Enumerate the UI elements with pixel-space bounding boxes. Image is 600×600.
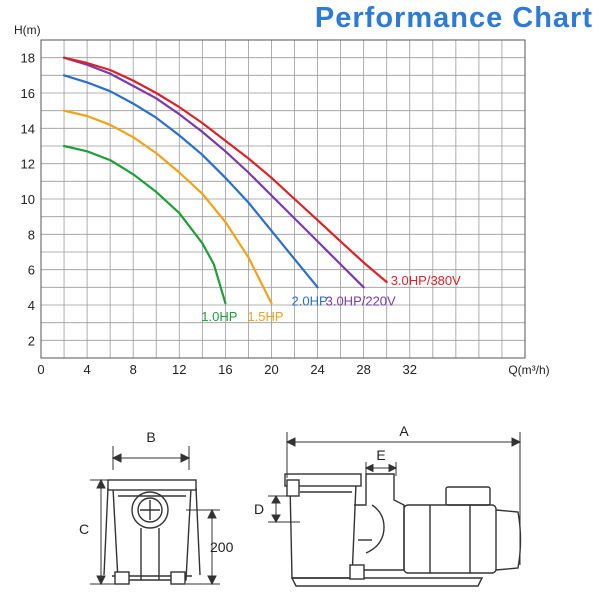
x-tick-label: 28 [356,362,370,377]
dimension-lines-left [90,446,220,586]
dimension-e-label: E [376,447,385,463]
series-line [62,109,273,305]
series-line [62,56,388,284]
dimension-a-label: A [399,423,409,439]
x-tick-label: 8 [130,362,137,377]
y-tick-label: 6 [28,263,35,278]
y-tick-label: 4 [28,298,35,313]
x-tick-label: 24 [310,362,324,377]
y-tick-label: 12 [21,157,35,172]
dimension-b-label: B [146,429,155,445]
series-label: 3.0HP/380V [391,273,461,288]
dimension-200-label: 200 [210,539,234,555]
y-tick-label: 14 [21,121,35,136]
x-tick-label: 32 [403,362,417,377]
y-tick-label: 18 [21,51,35,66]
x-tick-label: 16 [218,362,232,377]
series-label: 2.0HP [292,293,328,308]
y-axis-label: H(m) [14,23,41,37]
x-tick-label: 12 [172,362,186,377]
pump-dimension-drawing: B C 200 [79,423,522,587]
pump-side-view [103,479,201,585]
plot-frame [40,39,526,359]
series-line [62,74,319,289]
chart-plot-area: 0 4 8 12 16 20 24 28 3224681012141618H(m)Q(m³/h)… [14,23,550,377]
series-label: 3.0HP/220V [326,293,396,308]
dimension-d-label: D [254,501,264,517]
pump-front-view [284,473,522,587]
y-tick-label: 16 [21,86,35,101]
y-tick-label: 10 [21,192,35,207]
y-tick-label: 8 [28,227,35,242]
series-label: 1.0HP [201,309,237,324]
dimension-c-label: C [79,521,89,537]
dimension-lines-right [268,432,522,565]
series-line [62,56,365,289]
series-line [62,144,227,305]
series-label: 1.5HP [247,309,283,324]
x-axis-label: Q(m³/h) [508,363,549,377]
y-tick-label: 2 [28,333,35,348]
x-tick-label: 4 [83,362,90,377]
x-tick-label: 20 [264,362,278,377]
x-tick-label: 0 [37,362,44,377]
chart-title: Performance Chart [314,2,593,34]
